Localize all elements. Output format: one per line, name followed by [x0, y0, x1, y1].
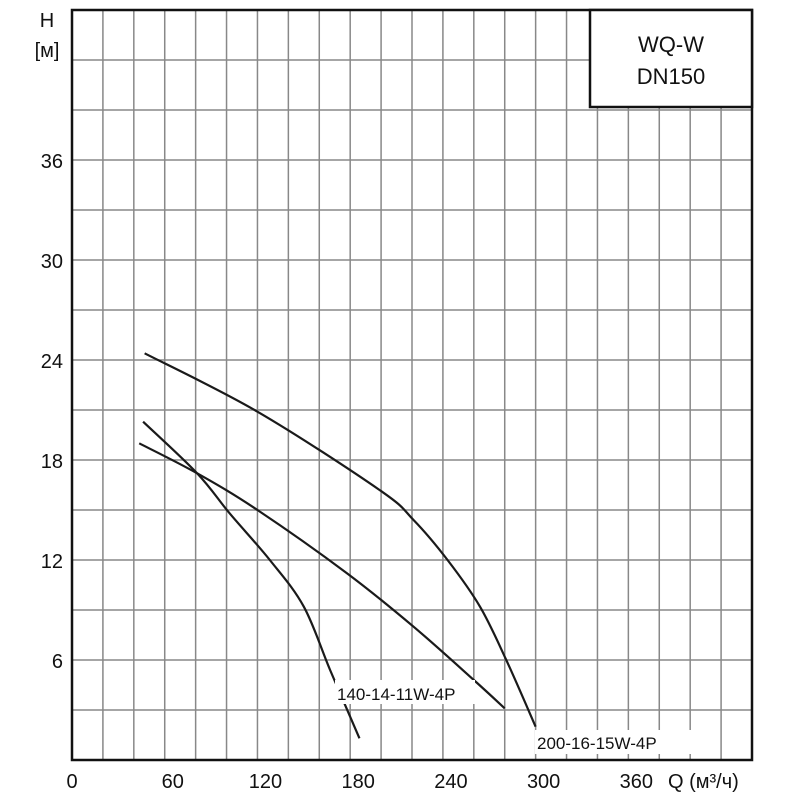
x-tick-label: 60: [162, 771, 184, 793]
x-tick-label: 120: [249, 771, 282, 793]
y-axis-label: H: [40, 10, 54, 32]
y-tick-label: 18: [41, 451, 63, 473]
title-line-1: WQ-W: [638, 32, 704, 57]
curve-140-14-11W-4P: [138, 442, 506, 710]
series-label-bg: [535, 730, 695, 754]
title-box: [588, 8, 754, 109]
curves: [138, 352, 537, 739]
series-label-140-14-11W-4P: 140-14-11W-4P: [337, 685, 455, 704]
y-tick-label: 36: [41, 151, 63, 173]
y-tick-label: 24: [41, 351, 63, 373]
series-label-bg: [335, 680, 475, 704]
y-tick-label: 30: [41, 251, 63, 273]
y-axis-unit: [м]: [35, 40, 60, 62]
title-line-2: DN150: [637, 64, 705, 89]
x-tick-label: 180: [341, 771, 374, 793]
tick-labels: 0 60 120 180 240 300 360 6 12 18 24 30 36: [41, 151, 653, 793]
grid: [72, 10, 752, 760]
x-tick-label: 240: [434, 771, 467, 793]
series-label-200-16-15W-4P: 200-16-15W-4P: [537, 734, 657, 753]
x-tick-label: 300: [527, 771, 560, 793]
y-tick-label: 12: [41, 551, 63, 573]
y-tick-label: 6: [52, 651, 63, 673]
x-axis-label: Q (м³/ч): [668, 771, 739, 793]
curve-200-16-15W-4P: [144, 352, 537, 728]
x-tick-label: 360: [620, 771, 653, 793]
x-tick-label: 0: [66, 771, 77, 793]
plot-frame: [70, 8, 754, 762]
curve-series-3: [142, 420, 361, 739]
